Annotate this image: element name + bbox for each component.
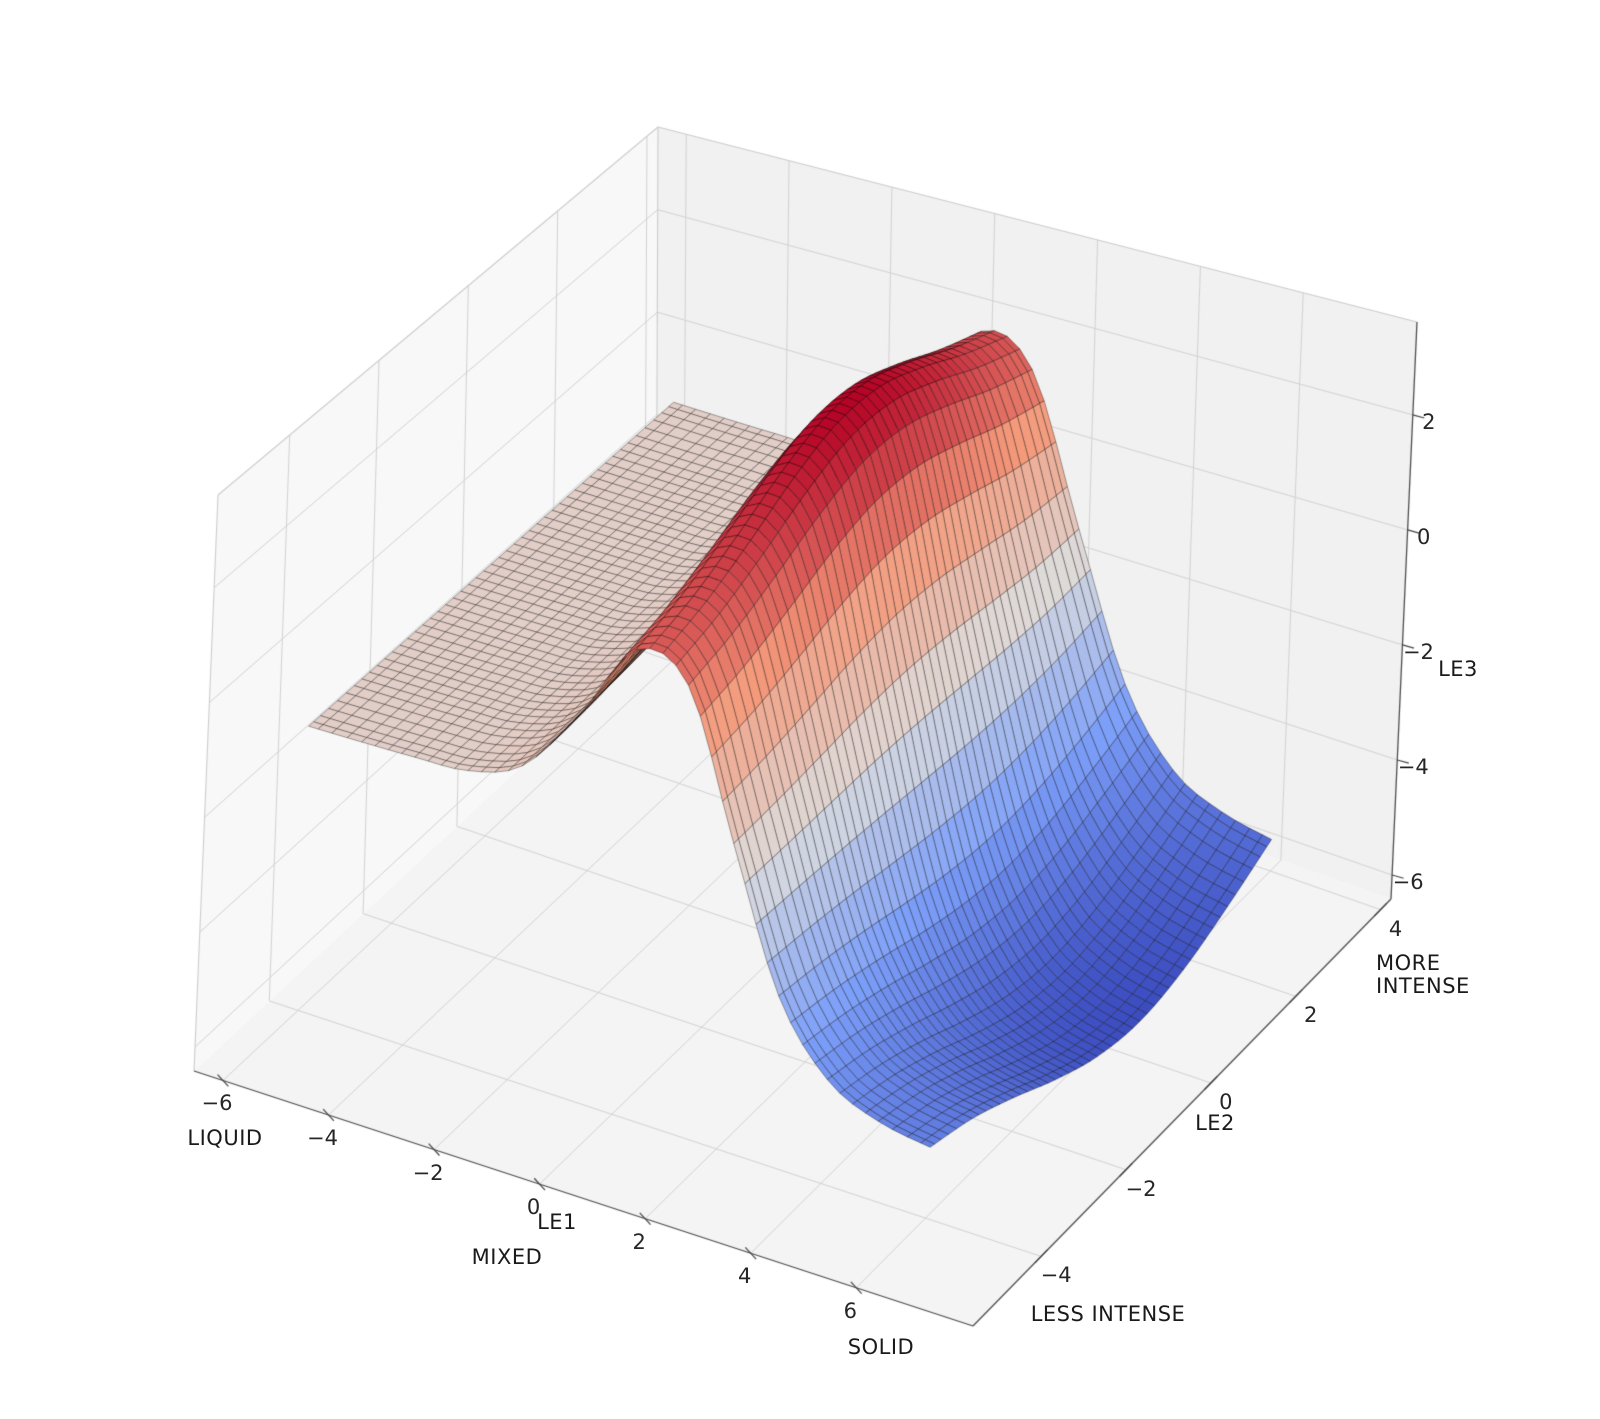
- surface-plot-canvas: [0, 0, 1600, 1419]
- surface-plot-figure: LIQUID MIXED SOLID LE1 LESS INTENSE MORE…: [0, 0, 1600, 1419]
